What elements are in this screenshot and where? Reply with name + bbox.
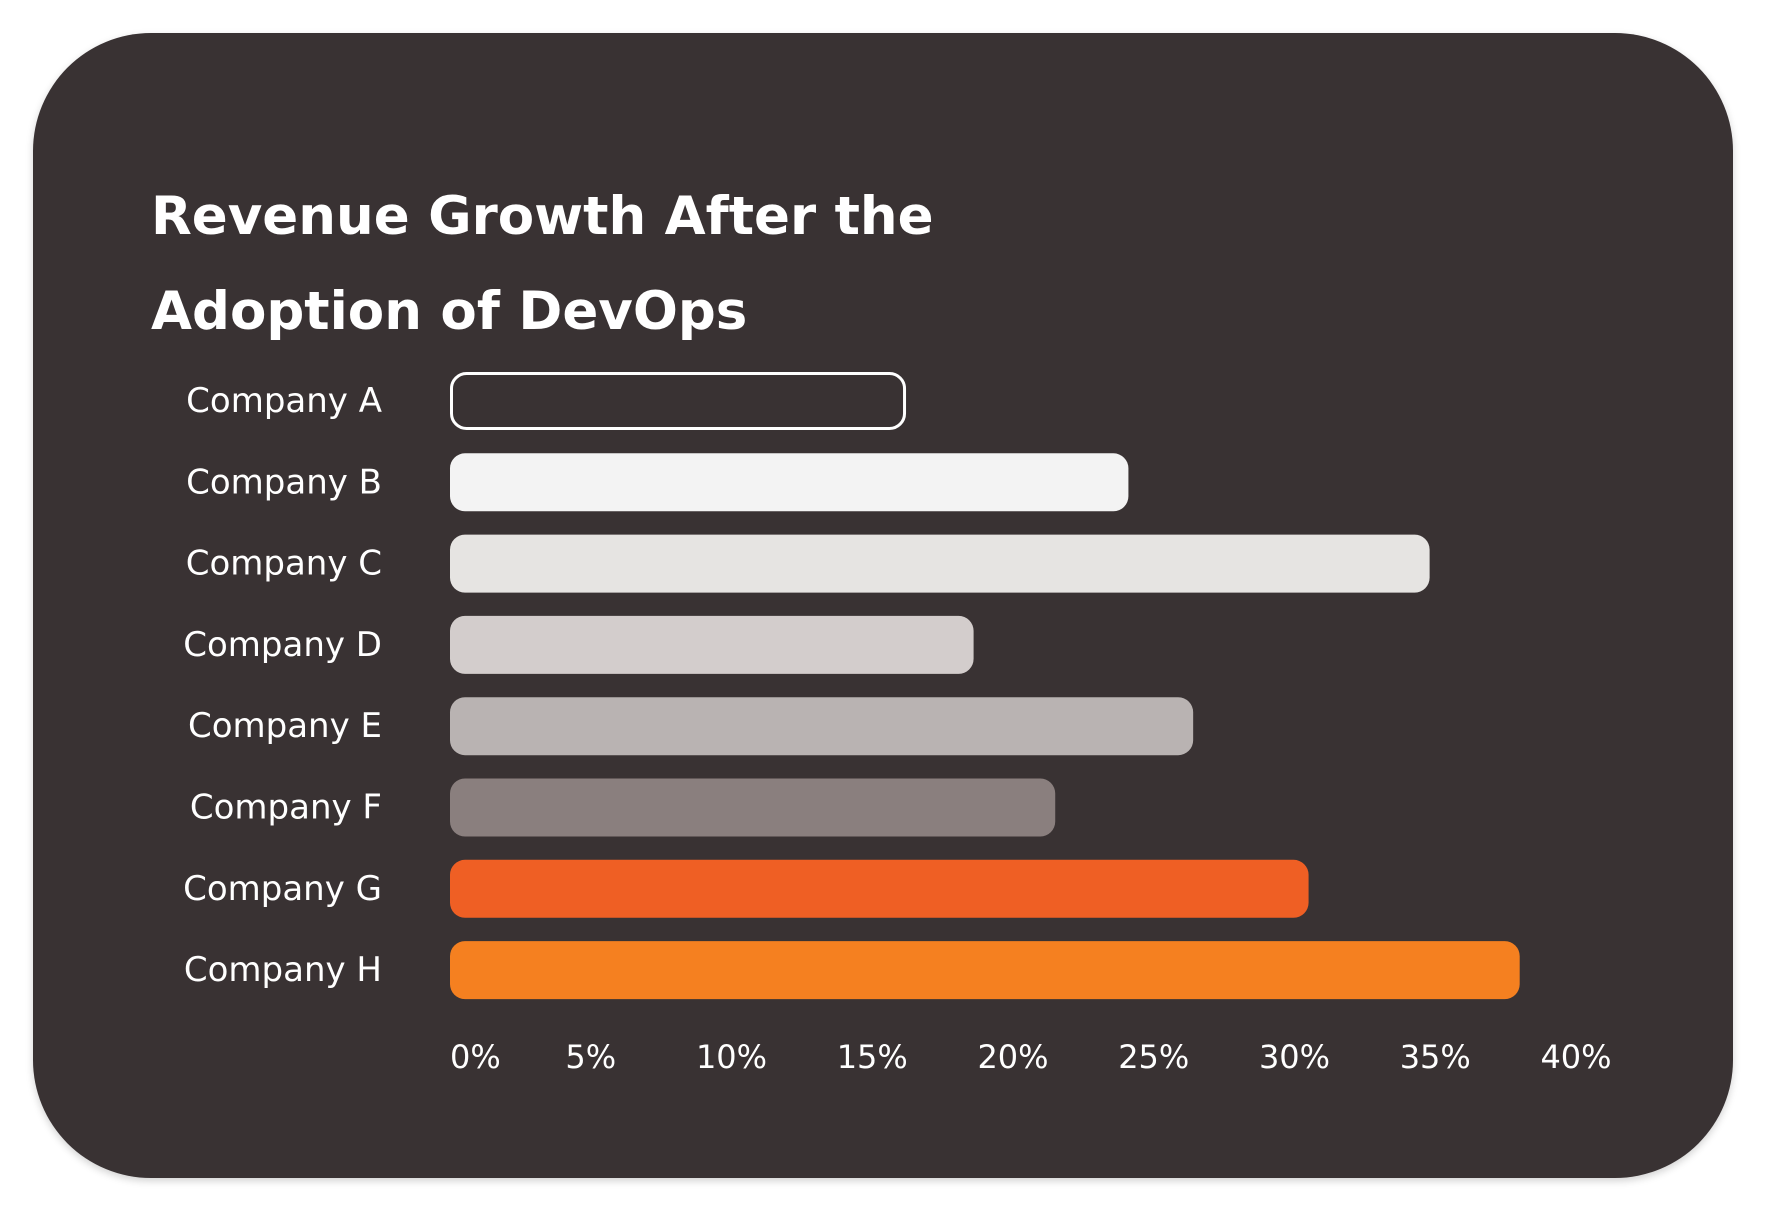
bar [450, 859, 1309, 918]
x-tick-label: 15% [837, 1038, 908, 1076]
category-label: Company A [186, 381, 382, 421]
x-tick-label: 35% [1400, 1038, 1471, 1076]
chart-title: Revenue Growth After the Adoption of Dev… [151, 186, 934, 342]
x-tick-label: 25% [1118, 1038, 1189, 1076]
category-label: Company G [183, 869, 382, 909]
bar [450, 941, 1520, 1000]
x-tick-label: 10% [696, 1038, 767, 1076]
bar [450, 615, 974, 674]
x-tick-label: 40% [1540, 1038, 1611, 1076]
category-label: Company H [184, 950, 382, 990]
bar [450, 453, 1129, 512]
category-label: Company B [186, 462, 382, 502]
x-tick-label: 5% [565, 1038, 616, 1076]
bar [450, 778, 1056, 837]
category-label: Company C [186, 544, 382, 584]
category-label: Company E [188, 706, 382, 746]
x-tick-label: 20% [977, 1038, 1048, 1076]
x-tick-label: 0% [450, 1038, 501, 1076]
x-tick-label: 30% [1259, 1038, 1330, 1076]
bar [450, 372, 907, 430]
category-label: Company F [190, 788, 382, 828]
bar [450, 697, 1194, 756]
bar [450, 534, 1430, 593]
category-label: Company D [183, 625, 382, 665]
